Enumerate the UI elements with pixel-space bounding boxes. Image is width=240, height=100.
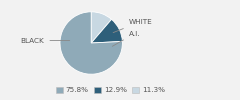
Legend: 75.8%, 12.9%, 11.3%: 75.8%, 12.9%, 11.3% [53,84,168,96]
Wedge shape [91,12,112,43]
Wedge shape [91,19,122,43]
Wedge shape [60,12,122,74]
Text: A.I.: A.I. [112,31,140,46]
Text: BLACK: BLACK [21,38,70,44]
Text: WHITE: WHITE [113,19,152,33]
